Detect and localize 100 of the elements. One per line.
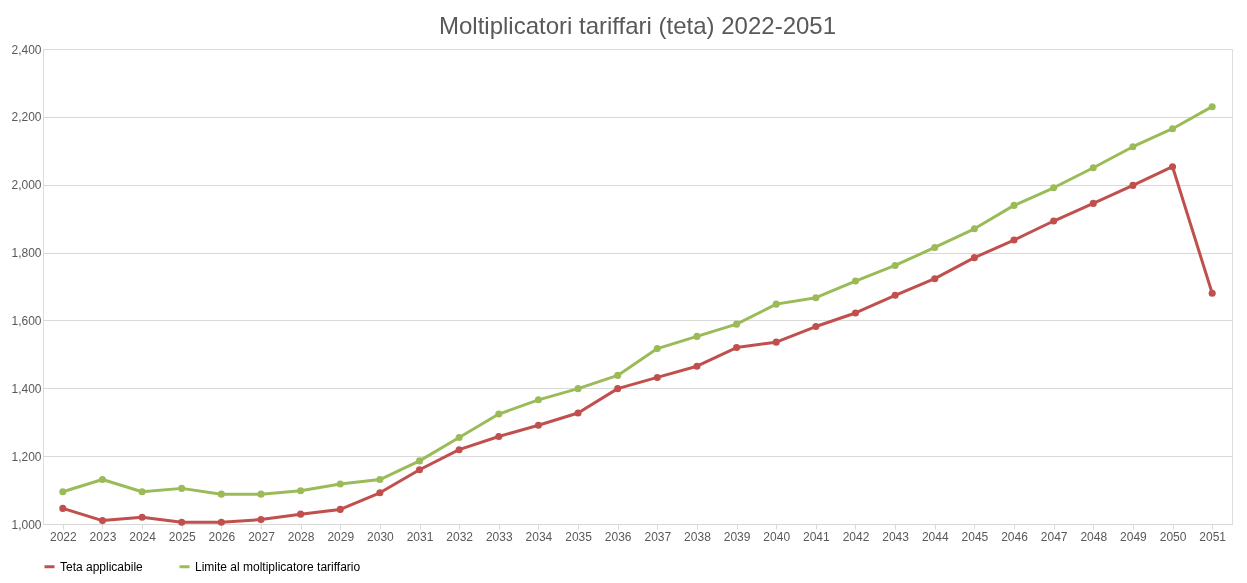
x-tick-label: 2048 — [1080, 529, 1108, 544]
y-tick-label: 1,200 — [11, 449, 42, 464]
point — [733, 320, 741, 328]
x-tick-label: 2050 — [1159, 529, 1187, 544]
point — [1169, 163, 1177, 171]
point — [931, 243, 939, 252]
x-tick-label: 2038 — [684, 529, 712, 544]
x-tick-label: 2043 — [882, 529, 910, 544]
point — [693, 362, 701, 370]
y-tick-label: 1,000 — [11, 517, 42, 532]
point — [653, 345, 661, 353]
point — [336, 480, 344, 488]
y-tick-label: 1,600 — [11, 313, 42, 328]
y-tick-label: 1,800 — [11, 246, 42, 261]
x-tick-label: 2034 — [525, 529, 553, 544]
x-tick-label: 2040 — [763, 529, 791, 544]
point — [217, 490, 225, 498]
x-tick-label: 2022 — [49, 529, 77, 544]
point — [534, 396, 542, 404]
x-tick-label: 2025 — [168, 529, 196, 544]
point — [1010, 236, 1018, 244]
legend-label: Limite al moltiplicatore tariffario — [195, 559, 361, 574]
point — [1010, 201, 1018, 209]
point — [495, 410, 503, 418]
point — [178, 518, 186, 526]
point — [376, 489, 384, 497]
point — [733, 344, 741, 352]
point — [891, 291, 899, 299]
point — [970, 225, 978, 233]
point — [455, 433, 463, 442]
point — [415, 457, 424, 465]
x-tick-label: 2041 — [803, 529, 831, 544]
y-tick-label: 2,200 — [11, 110, 42, 125]
point — [297, 487, 305, 495]
x-tick-label: 2032 — [446, 529, 474, 544]
x-tick-label: 2049 — [1120, 529, 1148, 544]
point — [336, 505, 344, 513]
chart-title: Moltiplicatori tariffari (teta) 2022-2051 — [438, 12, 837, 39]
point — [970, 254, 978, 262]
point — [1089, 164, 1097, 172]
x-tick-label: 2028 — [287, 529, 315, 544]
legend-label: Teta applicabile — [60, 559, 144, 574]
point — [851, 277, 860, 285]
point — [217, 518, 225, 526]
point — [495, 432, 503, 440]
x-tick-label: 2037 — [644, 529, 672, 544]
y-tick-label: 2,400 — [11, 42, 42, 57]
x-tick-label: 2045 — [961, 529, 989, 544]
point — [653, 373, 661, 381]
x-tick-label: 2044 — [921, 529, 949, 544]
x-tick-label: 2035 — [565, 529, 593, 544]
point — [812, 323, 820, 331]
point — [1208, 103, 1216, 111]
x-tick-label: 2036 — [604, 529, 632, 544]
point — [812, 294, 820, 302]
x-tick-label: 2029 — [327, 529, 355, 544]
point — [1129, 143, 1137, 151]
point — [574, 385, 582, 393]
x-tick-label: 2033 — [485, 529, 513, 544]
y-tick-label: 1,400 — [11, 381, 42, 396]
point — [59, 488, 67, 496]
point — [1208, 289, 1216, 297]
x-tick-label: 2046 — [1001, 529, 1029, 544]
x-tick-label: 2024 — [129, 529, 157, 544]
point — [1169, 125, 1177, 133]
point — [851, 309, 860, 317]
point — [138, 513, 146, 521]
x-tick-label: 2026 — [208, 529, 236, 544]
point — [178, 484, 186, 492]
point — [59, 504, 67, 512]
x-tick-label: 2031 — [406, 529, 434, 544]
y-tick-label: 2,000 — [11, 178, 42, 193]
point — [1089, 199, 1097, 207]
x-tick-label: 2039 — [723, 529, 751, 544]
point — [257, 490, 265, 498]
point — [415, 466, 424, 474]
point — [693, 332, 701, 340]
point — [138, 488, 146, 496]
x-tick-label: 2023 — [89, 529, 117, 544]
point — [376, 476, 384, 484]
x-tick-label: 2051 — [1199, 529, 1227, 544]
point — [257, 516, 265, 524]
point — [931, 275, 939, 283]
x-tick-label: 2042 — [842, 529, 870, 544]
point — [614, 385, 622, 393]
point — [297, 510, 305, 518]
point — [455, 446, 463, 454]
point — [1129, 181, 1137, 189]
point — [772, 300, 780, 308]
x-tick-label: 2047 — [1040, 529, 1068, 544]
point — [614, 371, 622, 379]
point — [574, 409, 582, 417]
point — [1050, 217, 1058, 225]
point — [534, 421, 542, 429]
point — [98, 476, 106, 484]
point — [1050, 184, 1058, 192]
x-tick-label: 2027 — [248, 529, 276, 544]
point — [891, 261, 899, 269]
x-tick-label: 2030 — [367, 529, 395, 544]
point — [98, 517, 106, 525]
